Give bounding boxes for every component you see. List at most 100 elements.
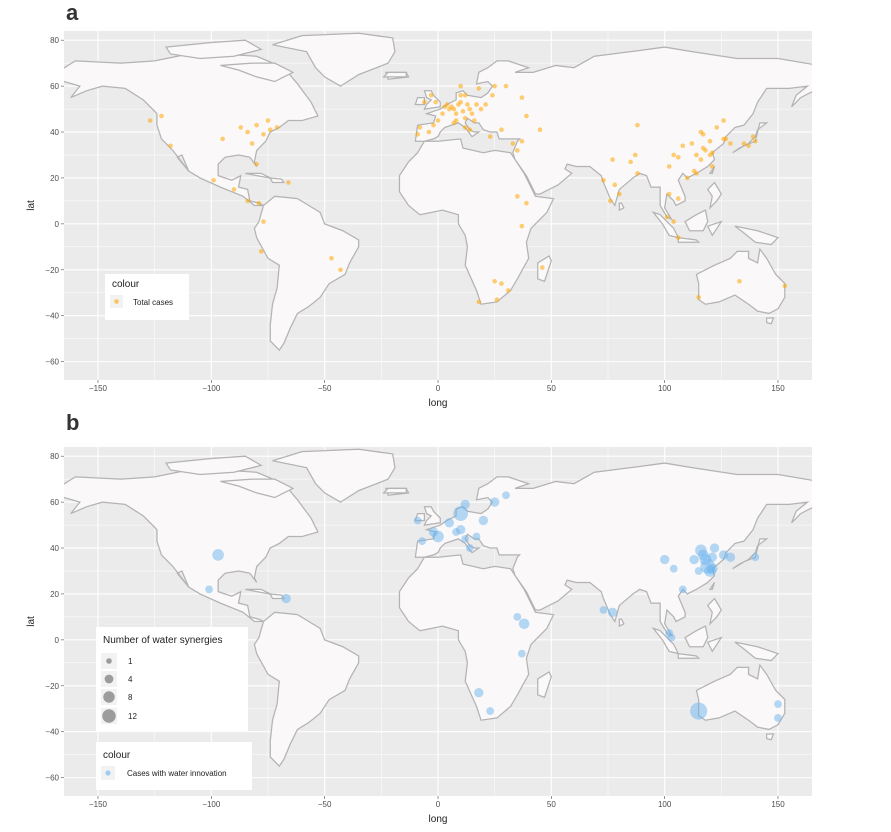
data-point bbox=[706, 563, 718, 574]
data-point bbox=[267, 127, 273, 133]
data-point bbox=[465, 102, 470, 107]
data-point bbox=[220, 136, 225, 142]
data-point bbox=[487, 134, 493, 139]
data-point bbox=[478, 515, 489, 526]
data-point bbox=[472, 532, 481, 541]
data-point bbox=[728, 141, 733, 146]
y-tick-label: −40 bbox=[45, 728, 59, 737]
legend-size-label: 4 bbox=[128, 675, 133, 684]
data-point bbox=[659, 554, 670, 565]
data-point bbox=[483, 102, 488, 107]
data-point bbox=[628, 159, 633, 165]
data-point bbox=[700, 145, 706, 151]
size-legend: Number of water synergies 1 4 8 12 bbox=[96, 627, 248, 731]
legend-size-point bbox=[102, 709, 116, 723]
data-point bbox=[211, 177, 216, 183]
data-point bbox=[737, 278, 742, 284]
data-point bbox=[694, 152, 699, 158]
data-point bbox=[492, 278, 497, 284]
data-point bbox=[460, 499, 470, 510]
data-point bbox=[666, 164, 672, 169]
data-point bbox=[513, 613, 522, 621]
data-point bbox=[632, 152, 638, 158]
x-tick-label: 0 bbox=[436, 384, 441, 393]
data-point bbox=[690, 702, 708, 720]
data-point bbox=[432, 530, 444, 543]
data-point bbox=[431, 122, 436, 128]
data-point bbox=[265, 118, 271, 123]
legend-label: Total cases bbox=[133, 298, 173, 307]
y-tick-label: 40 bbox=[50, 544, 59, 553]
data-point bbox=[458, 83, 463, 89]
data-point bbox=[462, 92, 468, 98]
data-point bbox=[418, 537, 427, 546]
data-point bbox=[721, 118, 726, 123]
data-point bbox=[460, 109, 466, 114]
y-axis-title: lat bbox=[26, 200, 37, 211]
data-point bbox=[774, 714, 782, 722]
data-point bbox=[455, 524, 466, 535]
x-tick-label: 0 bbox=[436, 800, 441, 809]
data-point bbox=[510, 141, 516, 146]
data-point bbox=[462, 125, 468, 130]
x-tick-label: 150 bbox=[771, 800, 785, 809]
x-tick-label: 100 bbox=[658, 800, 672, 809]
data-point bbox=[635, 122, 640, 128]
y-tick-label: 0 bbox=[55, 636, 60, 645]
data-point bbox=[694, 567, 703, 575]
data-point bbox=[519, 223, 525, 229]
data-point bbox=[671, 219, 677, 224]
map-panel-a: −150 −100 −50 0 50 100 150 −60 −40 −20 0 20 40 60 80 lo… bbox=[26, 31, 835, 409]
data-point bbox=[617, 191, 622, 197]
data-point bbox=[238, 125, 244, 130]
y-tick-label: 60 bbox=[50, 82, 59, 91]
data-point bbox=[245, 129, 250, 135]
data-point bbox=[725, 552, 736, 562]
data-point bbox=[435, 118, 441, 123]
data-point bbox=[669, 564, 678, 573]
data-point bbox=[709, 150, 715, 155]
data-point bbox=[462, 115, 468, 121]
data-point bbox=[709, 543, 720, 553]
data-point bbox=[666, 191, 672, 197]
data-point bbox=[503, 83, 509, 89]
data-points bbox=[205, 491, 782, 722]
legend-size-point bbox=[104, 674, 114, 684]
y-tick-label: −20 bbox=[45, 266, 59, 275]
data-point bbox=[461, 534, 470, 543]
data-point bbox=[444, 518, 455, 528]
data-point bbox=[678, 585, 687, 594]
legend-box bbox=[96, 627, 248, 731]
x-tick-label: −50 bbox=[318, 384, 332, 393]
data-point bbox=[707, 138, 713, 144]
data-point bbox=[413, 516, 422, 525]
data-point bbox=[261, 132, 266, 137]
data-point bbox=[254, 122, 259, 128]
data-point bbox=[422, 99, 427, 105]
data-point bbox=[599, 606, 608, 614]
y-axis-title: lat bbox=[26, 616, 37, 627]
data-point bbox=[607, 607, 618, 618]
data-point bbox=[502, 491, 510, 500]
data-point bbox=[519, 95, 525, 100]
data-point bbox=[261, 219, 266, 224]
data-point bbox=[601, 177, 606, 183]
data-point bbox=[426, 129, 432, 135]
data-point bbox=[258, 249, 264, 254]
data-point bbox=[635, 171, 640, 176]
data-point bbox=[537, 127, 543, 133]
y-tick-label: 40 bbox=[50, 128, 59, 137]
data-point bbox=[254, 161, 259, 167]
x-tick-label: 50 bbox=[547, 800, 556, 809]
data-point bbox=[476, 86, 482, 91]
data-point bbox=[499, 281, 504, 286]
data-point bbox=[467, 106, 473, 112]
legend-key-point bbox=[114, 299, 119, 304]
legend-label: Cases with water innovation bbox=[127, 769, 227, 778]
data-point bbox=[723, 136, 729, 142]
data-point bbox=[451, 106, 457, 112]
data-point bbox=[212, 549, 224, 561]
data-point bbox=[524, 200, 529, 206]
x-axis-title: long bbox=[429, 814, 448, 825]
x-tick-label: 50 bbox=[547, 384, 556, 393]
